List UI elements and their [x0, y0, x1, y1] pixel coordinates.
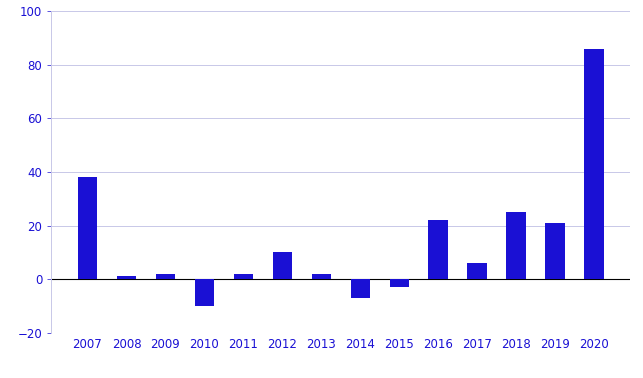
Bar [584, 49, 604, 279]
Bar [545, 223, 565, 279]
Bar [428, 220, 448, 279]
Bar [350, 279, 370, 298]
Bar [467, 263, 487, 279]
Bar [78, 177, 97, 279]
Bar [233, 274, 253, 279]
Bar [507, 212, 526, 279]
Bar [273, 253, 292, 279]
Bar [312, 274, 331, 279]
Bar [156, 274, 175, 279]
Bar [390, 279, 409, 287]
Bar [195, 279, 214, 306]
Bar [117, 276, 136, 279]
